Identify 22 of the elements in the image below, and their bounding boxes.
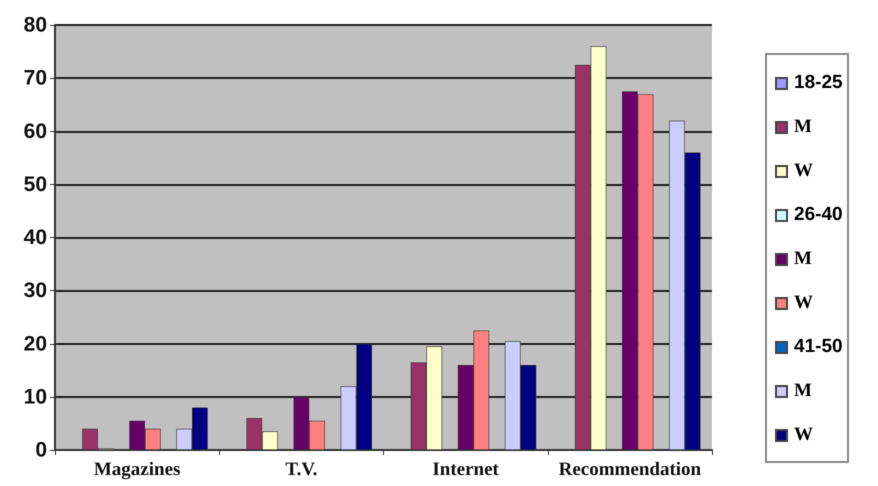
legend-label: W <box>794 292 813 314</box>
y-tick-label: 60 <box>24 120 47 143</box>
legend-label: 26-40 <box>794 204 843 226</box>
x-tick-label: Recommendation <box>558 459 702 480</box>
y-tick-label: 70 <box>24 66 47 90</box>
y-tick-label: 80 <box>24 14 47 36</box>
y-tick-label: 30 <box>24 279 47 302</box>
y-tick-label: 50 <box>24 172 47 196</box>
legend-label: M <box>794 248 812 270</box>
y-tick-label: 0 <box>35 438 47 462</box>
y-tick-label: 40 <box>24 226 47 249</box>
x-tick-label: Magazines <box>94 459 180 480</box>
y-tick-label: 10 <box>24 385 47 408</box>
y-tick-label: 20 <box>24 332 47 356</box>
legend-label: M <box>794 380 812 402</box>
legend-label: W <box>794 160 813 182</box>
legend-label: 18-25 <box>794 72 843 94</box>
legend-label: W <box>794 424 813 446</box>
x-tick-label: T.V. <box>285 459 318 480</box>
x-tick-label: Internet <box>432 459 500 480</box>
legend-label: M <box>794 116 812 138</box>
legend-label: 41-50 <box>794 336 843 358</box>
